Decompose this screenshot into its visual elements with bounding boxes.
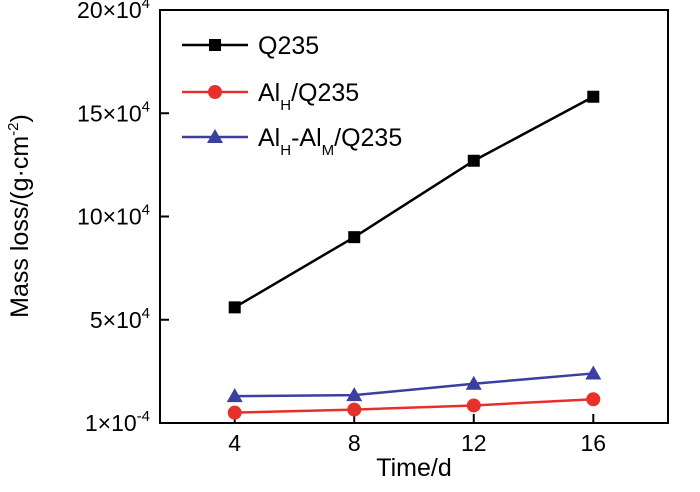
data-point-1-3 <box>586 392 601 407</box>
x-tick-label-12: 12 <box>461 430 487 456</box>
series-0 <box>228 90 600 314</box>
y-tick-label-15: 15×104 <box>77 98 150 126</box>
y-tick-label-0: 1×10-4 <box>85 408 150 436</box>
y-tick-label-5: 5×104 <box>90 305 150 333</box>
data-point-1-0 <box>227 405 242 420</box>
series-line-1 <box>234 398 594 414</box>
data-point-1-1 <box>347 402 362 417</box>
y-tick-label-20: 20×104 <box>77 0 150 23</box>
x-tick-label-8: 8 <box>348 430 361 456</box>
data-point-0-0 <box>228 301 241 314</box>
legend-marker-0 <box>209 39 221 51</box>
x-tick-label-4: 4 <box>228 430 241 456</box>
x-axis-title: Time/d <box>376 454 451 482</box>
y-tick-label-10: 10×104 <box>77 202 150 230</box>
series-layer <box>226 90 602 420</box>
x-tick-label-16: 16 <box>580 430 606 456</box>
series-2 <box>226 365 602 403</box>
y-axis-title-close: ) <box>6 114 34 122</box>
data-point-0-1 <box>348 231 361 244</box>
legend-label-2: AlH-AlM/Q235 <box>258 124 402 159</box>
series-line-2 <box>234 372 594 398</box>
y-axis-title: Mass loss/(g·cm-2) <box>5 114 34 318</box>
legend-marker-1 <box>208 85 222 99</box>
data-point-0-3 <box>587 90 600 103</box>
tick-marks <box>160 9 595 424</box>
data-point-2-0 <box>226 388 243 403</box>
y-axis-title-exponent: -2 <box>5 123 22 136</box>
legend: Q235 AlH/Q235 AlH-AlM/Q235 <box>182 32 402 159</box>
legend-marker-2 <box>207 129 223 143</box>
data-point-1-2 <box>466 398 481 413</box>
data-point-2-3 <box>585 365 602 380</box>
legend-label-0: Q235 <box>258 32 319 60</box>
series-line-0 <box>234 95 594 309</box>
data-point-2-1 <box>346 387 363 402</box>
data-point-2-2 <box>465 375 482 390</box>
data-point-0-2 <box>467 154 480 167</box>
legend-label-1: AlH/Q235 <box>258 79 359 114</box>
y-axis-title-main: Mass loss/(g·cm <box>6 136 34 318</box>
series-1 <box>227 392 601 420</box>
plot-frame <box>159 9 669 424</box>
